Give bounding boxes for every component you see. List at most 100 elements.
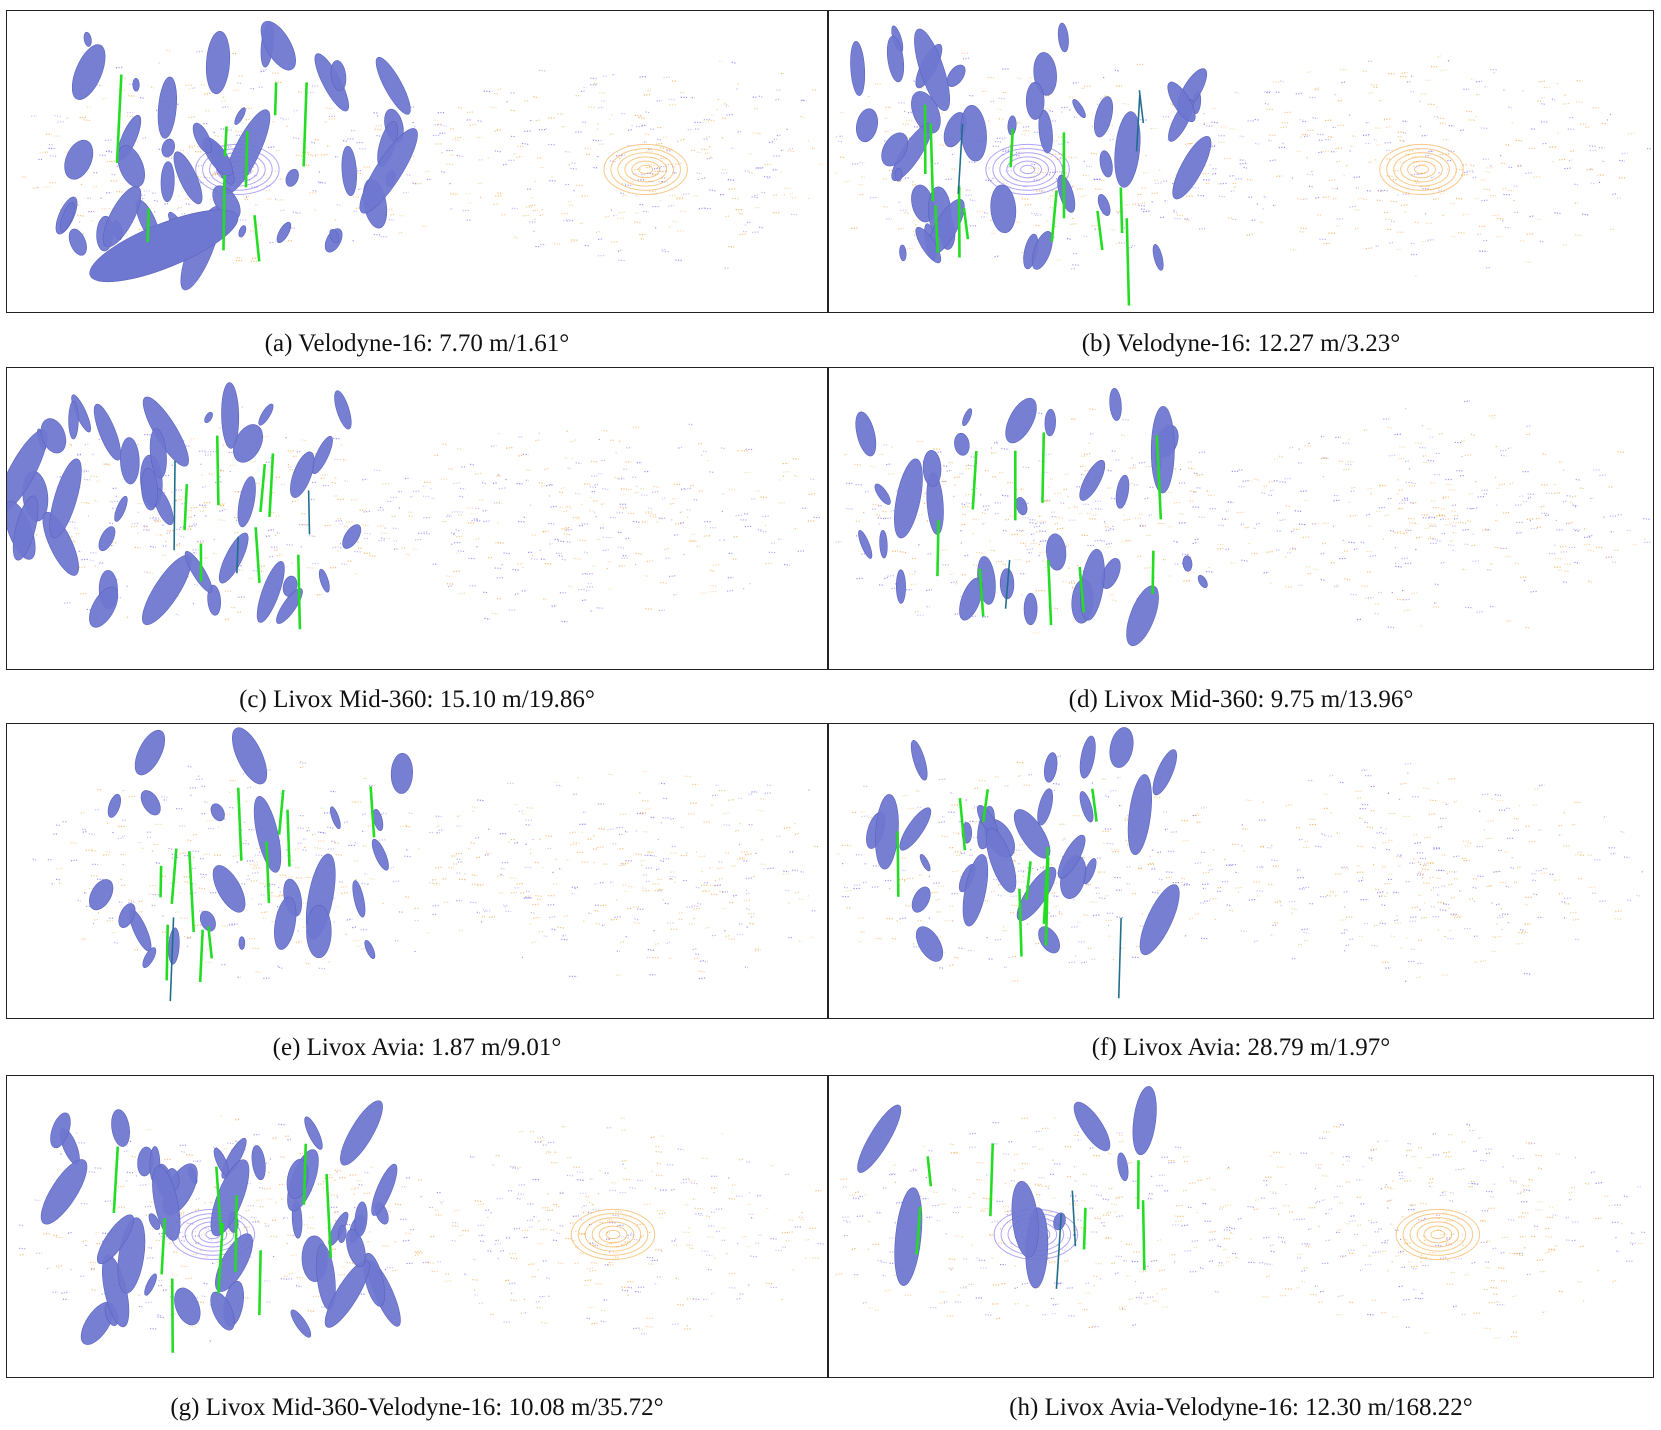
- correspondence-line: [159, 865, 163, 898]
- gaussian-ellipse: [173, 151, 203, 205]
- gaussian-ellipse: [40, 1159, 88, 1225]
- gaussian-ellipse: [1046, 533, 1067, 571]
- panel-f-visualization: [828, 723, 1654, 1019]
- gaussian-ellipse: [922, 449, 942, 487]
- correspondence-lines-layer: [159, 786, 376, 1002]
- gaussian-ellipse: [134, 729, 166, 776]
- gaussian-ellipse: [144, 1273, 157, 1296]
- point-cloud-layer: [835, 1116, 1646, 1340]
- correspondence-line: [115, 74, 123, 163]
- correspondence-line: [259, 464, 267, 513]
- gaussian-ellipse: [311, 435, 333, 475]
- gaussian-ellipse: [64, 139, 94, 180]
- correspondence-line: [268, 453, 275, 517]
- gaussian-ellipse: [1099, 150, 1113, 178]
- gaussian-ellipse: [238, 936, 246, 950]
- gaussian-ellipse: [855, 411, 877, 457]
- gaussian-ellipse: [341, 145, 357, 197]
- gaussian-ellipse: [1152, 244, 1164, 271]
- gaussian-ellipse: [1109, 388, 1122, 421]
- gaussian-ellipse: [290, 451, 315, 498]
- correspondence-line: [296, 554, 302, 630]
- gaussian-ellipse: [371, 1163, 398, 1216]
- gaussian-ellipse: [954, 432, 970, 456]
- caption-g: (g) Livox Mid-360-Velodyne-16: 10.08 m/3…: [170, 1394, 664, 1421]
- rejected-line: [1117, 917, 1122, 999]
- caption-a: (a) Velodyne-16: 7.70 m/1.61°: [264, 330, 570, 357]
- correspondence-line: [1009, 128, 1015, 168]
- correspondence-line: [325, 1173, 333, 1258]
- gaussian-ellipse: [960, 104, 987, 162]
- correspondence-line: [369, 786, 376, 838]
- correspondence-line: [222, 174, 226, 251]
- correspondence-line: [971, 450, 978, 510]
- gaussian-ellipse: [117, 145, 145, 188]
- gaussian-ellipses-layer: [850, 22, 1212, 271]
- gaussian-ellipse: [258, 403, 274, 426]
- gaussian-ellipse: [157, 76, 177, 139]
- gaussian-ellipse: [149, 428, 167, 479]
- correspondence-line: [234, 1195, 238, 1272]
- gaussian-ellipse: [89, 209, 239, 283]
- correspondence-line: [146, 208, 151, 243]
- panel-a-visualization: [6, 10, 828, 313]
- gaussian-ellipse: [359, 128, 418, 214]
- gaussian-ellipse: [894, 458, 923, 539]
- gaussian-ellipse: [914, 28, 950, 111]
- correspondence-line: [1018, 888, 1023, 957]
- gaussian-ellipse: [1109, 727, 1134, 768]
- caption-f: (f) Livox Avia: 28.79 m/1.97°: [1091, 1034, 1391, 1061]
- gaussian-ellipse: [329, 229, 340, 244]
- correspondence-lines-layer: [936, 432, 1163, 626]
- gaussian-ellipse: [50, 1112, 71, 1149]
- gaussian-ellipses-layer: [89, 727, 413, 968]
- gaussian-ellipse: [1072, 99, 1086, 119]
- point-cloud-registration-h: [835, 1086, 1646, 1340]
- rejected-line: [173, 460, 176, 551]
- gaussian-ellipse: [899, 244, 907, 262]
- gaussian-ellipse: [1038, 109, 1053, 154]
- gaussian-ellipse: [874, 483, 891, 505]
- correspondence-line: [958, 797, 967, 851]
- gaussian-ellipses-layer: [855, 388, 1208, 647]
- correspondence-line: [1042, 847, 1050, 924]
- correspondence-line: [936, 520, 940, 577]
- gaussian-ellipse: [40, 418, 67, 454]
- correspondence-line: [978, 568, 985, 617]
- correspondence-line: [236, 787, 243, 861]
- gaussian-ellipse: [251, 1145, 266, 1181]
- gaussian-ellipse: [1172, 135, 1212, 200]
- gaussian-ellipse: [204, 411, 213, 424]
- correspondence-line: [962, 207, 970, 240]
- point-cloud-registration-a: [22, 20, 823, 291]
- gaussian-ellipse: [98, 526, 116, 552]
- gaussian-ellipse: [364, 939, 376, 959]
- gaussian-ellipse: [1053, 1212, 1066, 1231]
- gaussian-ellipse: [286, 1158, 309, 1199]
- point-cloud-layer: [13, 406, 821, 623]
- correspondence-line: [1119, 187, 1124, 234]
- rejected-line: [1055, 1213, 1063, 1289]
- correspondence-line: [217, 1223, 225, 1294]
- gaussian-ellipse: [207, 584, 221, 616]
- point-cloud-registration-f: [836, 727, 1645, 999]
- correspondence-line: [1096, 210, 1104, 251]
- point-cloud-layer: [836, 755, 1645, 983]
- correspondence-line: [1025, 861, 1032, 900]
- rejected-line: [957, 123, 964, 194]
- gaussian-ellipse: [1023, 592, 1038, 626]
- correspondence-line: [915, 1206, 922, 1255]
- correspondence-line: [896, 831, 900, 897]
- gaussian-ellipse: [342, 524, 362, 549]
- gaussian-ellipse: [334, 390, 352, 430]
- gaussian-ellipse: [911, 886, 931, 913]
- gaussian-ellipse: [282, 575, 298, 597]
- gaussian-ellipse: [1025, 81, 1045, 120]
- rejected-line: [1135, 94, 1141, 152]
- gaussian-ellipse: [324, 1260, 370, 1328]
- gaussian-ellipse: [858, 530, 873, 559]
- gaussian-ellipse: [1126, 585, 1159, 647]
- gaussian-ellipses-layer: [866, 727, 1180, 962]
- gaussian-ellipse: [857, 1104, 902, 1173]
- gaussian-ellipse: [1057, 174, 1076, 213]
